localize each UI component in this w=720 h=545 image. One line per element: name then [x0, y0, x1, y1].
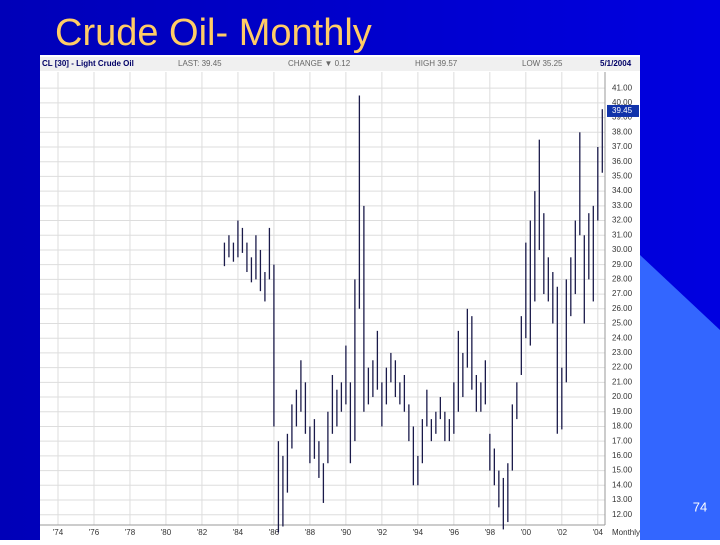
y-tick-label: 16.00: [612, 451, 633, 460]
y-tick-label: 38.00: [612, 127, 633, 136]
y-tick-label: 21.00: [612, 377, 633, 386]
x-tick-label: '76: [89, 528, 100, 537]
y-tick-label: 13.00: [612, 495, 633, 504]
y-tick-label: 32.00: [612, 216, 633, 225]
y-tick-label: 31.00: [612, 230, 633, 239]
y-tick-label: 14.00: [612, 480, 633, 489]
x-tick-label: '04: [593, 528, 604, 537]
x-tick-label: '92: [377, 528, 388, 537]
x-axis-label: Monthly: [612, 528, 640, 537]
x-tick-label: '80: [161, 528, 172, 537]
x-tick-label: '82: [197, 528, 208, 537]
last-price-label: 39.45: [612, 106, 633, 115]
y-tick-label: 29.00: [612, 260, 633, 269]
x-tick-label: '74: [53, 528, 64, 537]
y-tick-label: 22.00: [612, 363, 633, 372]
y-tick-label: 39.00: [612, 113, 633, 122]
header-text: CL [30] - Light Crude Oil: [42, 59, 134, 68]
decor-shape: [640, 255, 720, 540]
y-tick-label: 28.00: [612, 274, 633, 283]
x-tick-label: '88: [305, 528, 316, 537]
x-tick-label: '86: [269, 528, 280, 537]
y-tick-label: 40.00: [612, 98, 633, 107]
x-tick-label: '78: [125, 528, 136, 537]
y-tick-label: 15.00: [612, 466, 633, 475]
x-tick-label: '84: [233, 528, 244, 537]
x-tick-label: '96: [449, 528, 460, 537]
y-tick-label: 30.00: [612, 245, 633, 254]
y-tick-label: 37.00: [612, 142, 633, 151]
x-tick-label: '98: [485, 528, 496, 537]
y-tick-label: 17.00: [612, 436, 633, 445]
chart-header: [40, 57, 640, 71]
header-text: 5/1/2004: [600, 59, 632, 68]
header-text: LAST: 39.45: [178, 59, 222, 68]
header-text: HIGH 39.57: [415, 59, 458, 68]
y-tick-label: 26.00: [612, 304, 633, 313]
y-tick-label: 23.00: [612, 348, 633, 357]
last-price-tag: [607, 104, 639, 117]
slide-title: Crude Oil- Monthly: [55, 12, 372, 54]
y-tick-label: 18.00: [612, 422, 633, 431]
y-tick-label: 34.00: [612, 186, 633, 195]
y-tick-label: 12.00: [612, 510, 633, 519]
x-tick-label: '02: [557, 528, 568, 537]
y-tick-label: 33.00: [612, 201, 633, 210]
y-tick-label: 36.00: [612, 157, 633, 166]
page-number: 74: [693, 499, 707, 514]
x-tick-label: '94: [413, 528, 424, 537]
x-tick-label: '00: [521, 528, 532, 537]
y-tick-label: 25.00: [612, 319, 633, 328]
chart-panel: [40, 55, 640, 540]
y-tick-label: 19.00: [612, 407, 633, 416]
chart: CL [30] - Light Crude Oil LAST: 39.45 CHAN…: [40, 59, 640, 537]
header-text: LOW 35.25: [522, 59, 563, 68]
y-tick-label: 20.00: [612, 392, 633, 401]
y-tick-label: 35.00: [612, 172, 633, 181]
y-tick-label: 41.00: [612, 83, 633, 92]
y-tick-label: 27.00: [612, 289, 633, 298]
header-text: CHANGE ▼ 0.12: [288, 59, 351, 68]
y-tick-label: 24.00: [612, 333, 633, 342]
x-tick-label: '90: [341, 528, 352, 537]
